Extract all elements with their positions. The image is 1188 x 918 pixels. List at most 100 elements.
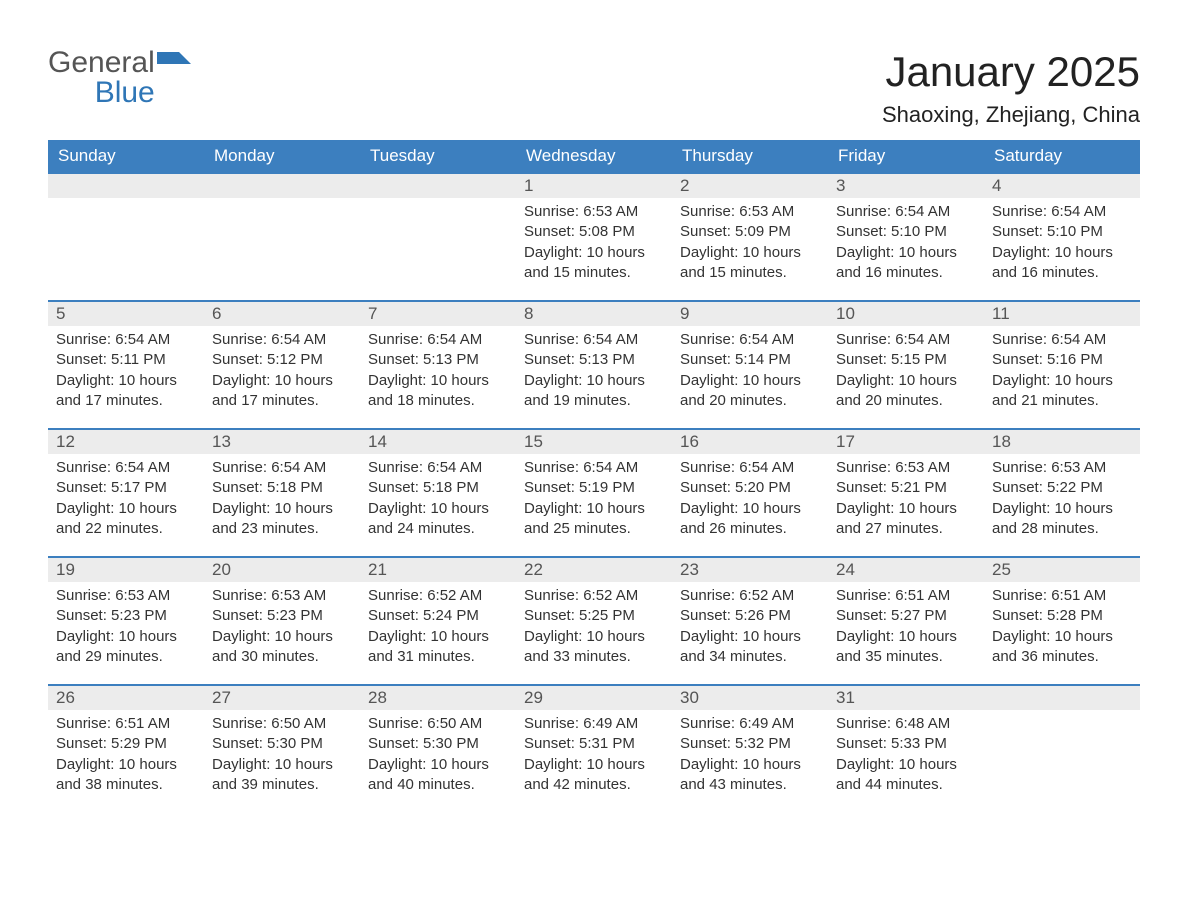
sunset-line: Sunset: 5:15 PM	[836, 350, 976, 370]
logo: General Blue	[48, 48, 191, 110]
day-number: 31	[828, 686, 984, 710]
sunset-line: Sunset: 5:12 PM	[212, 350, 352, 370]
day-body: Sunrise: 6:51 AMSunset: 5:29 PMDaylight:…	[48, 710, 204, 805]
day-number: 2	[672, 174, 828, 198]
daylight-line: Daylight: 10 hours and 44 minutes.	[836, 755, 976, 796]
daylight-line: Daylight: 10 hours and 15 minutes.	[680, 243, 820, 284]
daylight-line: Daylight: 10 hours and 20 minutes.	[680, 371, 820, 412]
daylight-line: Daylight: 10 hours and 27 minutes.	[836, 499, 976, 540]
day-cell	[360, 173, 516, 301]
sunrise-line: Sunrise: 6:54 AM	[368, 330, 508, 350]
day-number-empty	[48, 174, 204, 198]
day-number: 13	[204, 430, 360, 454]
daylight-line: Daylight: 10 hours and 17 minutes.	[56, 371, 196, 412]
sunset-line: Sunset: 5:19 PM	[524, 478, 664, 498]
day-cell: 13Sunrise: 6:54 AMSunset: 5:18 PMDayligh…	[204, 429, 360, 557]
sunrise-line: Sunrise: 6:54 AM	[836, 330, 976, 350]
sunrise-line: Sunrise: 6:49 AM	[524, 714, 664, 734]
day-cell	[48, 173, 204, 301]
day-cell: 15Sunrise: 6:54 AMSunset: 5:19 PMDayligh…	[516, 429, 672, 557]
sunset-line: Sunset: 5:22 PM	[992, 478, 1132, 498]
day-body: Sunrise: 6:50 AMSunset: 5:30 PMDaylight:…	[360, 710, 516, 805]
sunrise-line: Sunrise: 6:52 AM	[680, 586, 820, 606]
sunset-line: Sunset: 5:23 PM	[56, 606, 196, 626]
sunrise-line: Sunrise: 6:53 AM	[836, 458, 976, 478]
day-cell: 6Sunrise: 6:54 AMSunset: 5:12 PMDaylight…	[204, 301, 360, 429]
day-cell: 27Sunrise: 6:50 AMSunset: 5:30 PMDayligh…	[204, 685, 360, 813]
location-text: Shaoxing, Zhejiang, China	[882, 102, 1140, 128]
week-row: 1Sunrise: 6:53 AMSunset: 5:08 PMDaylight…	[48, 173, 1140, 301]
day-number: 27	[204, 686, 360, 710]
day-body: Sunrise: 6:53 AMSunset: 5:23 PMDaylight:…	[204, 582, 360, 677]
daylight-line: Daylight: 10 hours and 29 minutes.	[56, 627, 196, 668]
daylight-line: Daylight: 10 hours and 40 minutes.	[368, 755, 508, 796]
day-body: Sunrise: 6:52 AMSunset: 5:25 PMDaylight:…	[516, 582, 672, 677]
sunset-line: Sunset: 5:31 PM	[524, 734, 664, 754]
sunset-line: Sunset: 5:09 PM	[680, 222, 820, 242]
day-body: Sunrise: 6:54 AMSunset: 5:18 PMDaylight:…	[204, 454, 360, 549]
day-cell: 1Sunrise: 6:53 AMSunset: 5:08 PMDaylight…	[516, 173, 672, 301]
weekday-header: Friday	[828, 140, 984, 173]
sunrise-line: Sunrise: 6:51 AM	[836, 586, 976, 606]
daylight-line: Daylight: 10 hours and 33 minutes.	[524, 627, 664, 668]
sunrise-line: Sunrise: 6:49 AM	[680, 714, 820, 734]
sunrise-line: Sunrise: 6:53 AM	[680, 202, 820, 222]
day-number: 1	[516, 174, 672, 198]
sunset-line: Sunset: 5:13 PM	[368, 350, 508, 370]
daylight-line: Daylight: 10 hours and 39 minutes.	[212, 755, 352, 796]
day-cell: 10Sunrise: 6:54 AMSunset: 5:15 PMDayligh…	[828, 301, 984, 429]
sunrise-line: Sunrise: 6:53 AM	[992, 458, 1132, 478]
day-cell: 28Sunrise: 6:50 AMSunset: 5:30 PMDayligh…	[360, 685, 516, 813]
day-body: Sunrise: 6:54 AMSunset: 5:20 PMDaylight:…	[672, 454, 828, 549]
sunset-line: Sunset: 5:25 PM	[524, 606, 664, 626]
day-number: 19	[48, 558, 204, 582]
daylight-line: Daylight: 10 hours and 16 minutes.	[836, 243, 976, 284]
sunset-line: Sunset: 5:21 PM	[836, 478, 976, 498]
week-row: 12Sunrise: 6:54 AMSunset: 5:17 PMDayligh…	[48, 429, 1140, 557]
day-cell: 24Sunrise: 6:51 AMSunset: 5:27 PMDayligh…	[828, 557, 984, 685]
sunset-line: Sunset: 5:23 PM	[212, 606, 352, 626]
daylight-line: Daylight: 10 hours and 16 minutes.	[992, 243, 1132, 284]
sunrise-line: Sunrise: 6:50 AM	[368, 714, 508, 734]
weekday-header: Saturday	[984, 140, 1140, 173]
day-body: Sunrise: 6:54 AMSunset: 5:13 PMDaylight:…	[516, 326, 672, 421]
daylight-line: Daylight: 10 hours and 21 minutes.	[992, 371, 1132, 412]
day-cell: 5Sunrise: 6:54 AMSunset: 5:11 PMDaylight…	[48, 301, 204, 429]
weekday-header: Monday	[204, 140, 360, 173]
day-cell: 22Sunrise: 6:52 AMSunset: 5:25 PMDayligh…	[516, 557, 672, 685]
day-body: Sunrise: 6:53 AMSunset: 5:23 PMDaylight:…	[48, 582, 204, 677]
daylight-line: Daylight: 10 hours and 22 minutes.	[56, 499, 196, 540]
daylight-line: Daylight: 10 hours and 36 minutes.	[992, 627, 1132, 668]
day-body: Sunrise: 6:54 AMSunset: 5:18 PMDaylight:…	[360, 454, 516, 549]
day-cell: 17Sunrise: 6:53 AMSunset: 5:21 PMDayligh…	[828, 429, 984, 557]
sunset-line: Sunset: 5:16 PM	[992, 350, 1132, 370]
sunrise-line: Sunrise: 6:54 AM	[212, 330, 352, 350]
sunrise-line: Sunrise: 6:54 AM	[56, 330, 196, 350]
calendar-page: General Blue January 2025 Shaoxing, Zhej…	[0, 0, 1188, 861]
day-number: 3	[828, 174, 984, 198]
logo-blue-text: Blue	[48, 76, 155, 110]
day-cell: 9Sunrise: 6:54 AMSunset: 5:14 PMDaylight…	[672, 301, 828, 429]
sunset-line: Sunset: 5:18 PM	[368, 478, 508, 498]
daylight-line: Daylight: 10 hours and 43 minutes.	[680, 755, 820, 796]
sunset-line: Sunset: 5:32 PM	[680, 734, 820, 754]
day-cell: 20Sunrise: 6:53 AMSunset: 5:23 PMDayligh…	[204, 557, 360, 685]
calendar-body: 1Sunrise: 6:53 AMSunset: 5:08 PMDaylight…	[48, 173, 1140, 813]
week-row: 19Sunrise: 6:53 AMSunset: 5:23 PMDayligh…	[48, 557, 1140, 685]
sunrise-line: Sunrise: 6:54 AM	[680, 458, 820, 478]
weekday-header: Thursday	[672, 140, 828, 173]
day-number: 14	[360, 430, 516, 454]
day-number: 15	[516, 430, 672, 454]
sunrise-line: Sunrise: 6:54 AM	[368, 458, 508, 478]
daylight-line: Daylight: 10 hours and 35 minutes.	[836, 627, 976, 668]
day-body: Sunrise: 6:52 AMSunset: 5:24 PMDaylight:…	[360, 582, 516, 677]
week-row: 5Sunrise: 6:54 AMSunset: 5:11 PMDaylight…	[48, 301, 1140, 429]
day-cell: 21Sunrise: 6:52 AMSunset: 5:24 PMDayligh…	[360, 557, 516, 685]
day-number: 20	[204, 558, 360, 582]
sunrise-line: Sunrise: 6:52 AM	[368, 586, 508, 606]
day-number: 4	[984, 174, 1140, 198]
day-number-empty	[984, 686, 1140, 710]
day-cell: 19Sunrise: 6:53 AMSunset: 5:23 PMDayligh…	[48, 557, 204, 685]
day-number: 10	[828, 302, 984, 326]
calendar-table: Sunday Monday Tuesday Wednesday Thursday…	[48, 140, 1140, 813]
